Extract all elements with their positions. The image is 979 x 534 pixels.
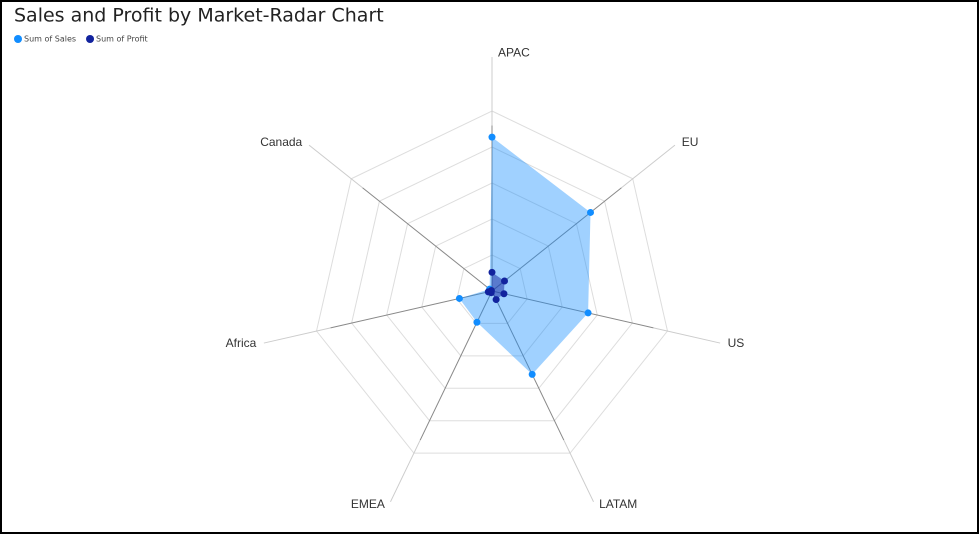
axis-line xyxy=(362,187,493,292)
axis-line xyxy=(491,290,565,441)
data-point xyxy=(528,370,536,378)
axis-line xyxy=(491,290,654,329)
chart-title: Sales and Profit by Market-Radar Chart xyxy=(14,5,384,27)
data-point xyxy=(584,309,592,317)
axis-label: Africa xyxy=(226,336,257,350)
axis-line xyxy=(491,187,622,292)
series-area xyxy=(459,137,591,375)
axis-leader xyxy=(563,439,594,503)
data-point xyxy=(473,318,481,326)
axis-leader xyxy=(653,327,721,344)
axis-label: US xyxy=(728,336,745,350)
data-point xyxy=(492,296,500,304)
legend-label: Sum of Profit xyxy=(96,35,148,44)
axis-leader xyxy=(308,144,363,189)
grid-ring xyxy=(456,254,528,324)
legend-marker xyxy=(14,35,22,43)
grid-ring xyxy=(421,218,563,357)
data-point xyxy=(455,294,463,302)
grid-ring xyxy=(351,146,633,422)
grid-ring xyxy=(386,182,598,389)
axis-label: Canada xyxy=(260,135,302,149)
axis-line xyxy=(330,290,493,329)
data-point xyxy=(587,208,595,216)
axis-leader xyxy=(263,327,331,344)
data-point xyxy=(487,287,495,295)
legend-marker xyxy=(86,35,95,43)
legend-label: Sum of Sales xyxy=(24,35,76,44)
axis-label: LATAM xyxy=(599,497,637,511)
data-point xyxy=(488,133,496,141)
axis-label: EU xyxy=(682,135,699,149)
axis-line xyxy=(419,290,493,441)
data-point xyxy=(500,277,508,285)
data-point xyxy=(488,268,496,276)
axis-label: EMEA xyxy=(351,497,385,511)
axis-label: APAC xyxy=(498,46,530,60)
axis-leader xyxy=(390,439,421,503)
grid-ring xyxy=(315,110,669,454)
axis-leader xyxy=(621,144,676,189)
data-point xyxy=(500,290,508,298)
